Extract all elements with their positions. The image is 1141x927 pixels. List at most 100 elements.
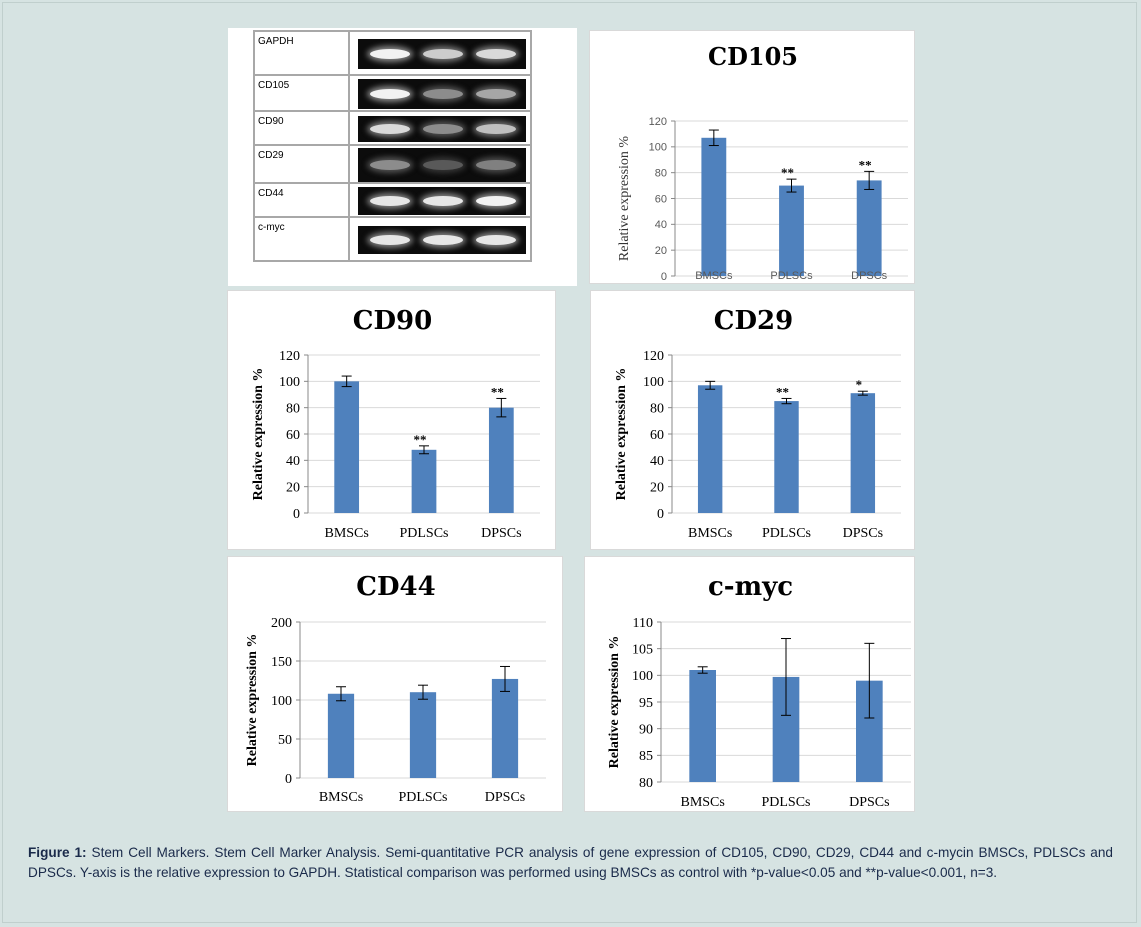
- gel-band-image: [358, 116, 526, 142]
- gel-band: [423, 49, 463, 59]
- gel-band: [370, 49, 410, 59]
- x-category-label: BMSCs: [324, 526, 368, 541]
- bar-bmscs: [327, 693, 355, 778]
- gel-band: [423, 124, 463, 134]
- y-tick-label: 0: [657, 507, 664, 522]
- chart-cd44-svg: CD44 0 50 100 150 200 Relative expression % BMS…: [245, 572, 546, 805]
- x-category-label: PDLSCs: [762, 526, 811, 541]
- x-category-label: PDLSCs: [770, 270, 813, 282]
- gel-band: [370, 235, 410, 245]
- chart-c-myc-svg: c-myc 80 85 90 95 100 105 110 Relative expressio…: [607, 572, 911, 810]
- gel-label: c-myc: [253, 216, 350, 262]
- y-tick-label: 0: [293, 507, 300, 522]
- gel-band: [476, 124, 516, 134]
- y-tick-label: 40: [655, 219, 667, 231]
- gel-band: [476, 196, 516, 206]
- chart-title: CD105: [708, 42, 798, 71]
- gel-row-cd105: CD105: [253, 74, 532, 112]
- gel-band: [370, 196, 410, 206]
- x-category-label: BMSCs: [680, 795, 724, 810]
- gel-lane-cell: [348, 74, 532, 112]
- gel-lane-cell: [348, 30, 532, 76]
- y-tick-label: 40: [286, 454, 300, 469]
- gel-band: [476, 235, 516, 245]
- bar-bmscs: [689, 670, 716, 782]
- chart-cd29: CD29 0 20 40 60 80 100 120 Relative expression %…: [590, 290, 915, 550]
- gel-band: [423, 160, 463, 170]
- x-category-label: DPSCs: [481, 526, 521, 541]
- x-category-label: PDLSCs: [761, 795, 810, 810]
- y-tick-label: 150: [271, 655, 292, 670]
- y-tick-label: 60: [650, 428, 664, 443]
- gel-row-c-myc: c-myc: [253, 216, 532, 262]
- gel-label: CD29: [253, 144, 350, 184]
- gel-row-cd90: CD90: [253, 110, 532, 146]
- y-tick-label: 20: [286, 481, 300, 496]
- chart-cd29-svg: CD29 0 20 40 60 80 100 120 Relative expression %…: [614, 306, 901, 541]
- gel-lane-cell: [348, 110, 532, 146]
- bar-dpscs: [491, 678, 519, 778]
- gel-band: [476, 160, 516, 170]
- y-tick-label: 60: [655, 193, 667, 205]
- chart-cd105-svg: CD105 0 20 40 60 80 100 120 Relative expression …: [617, 42, 908, 283]
- gel-band: [476, 49, 516, 59]
- y-tick-label: 0: [285, 772, 292, 787]
- y-tick-label: 105: [632, 643, 653, 658]
- y-tick-label: 80: [650, 402, 664, 417]
- chart-title: CD90: [353, 306, 432, 336]
- bar-pdlscs: [774, 401, 799, 513]
- gel-label: CD90: [253, 110, 350, 146]
- y-tick-label: 100: [649, 142, 667, 154]
- y-tick-label: 95: [639, 696, 653, 711]
- y-axis-label: Relative expression %: [245, 634, 260, 767]
- gel-table: GAPDH CD105 CD90 CD29 CD44 c-myc: [253, 30, 532, 262]
- gel-band-image: [358, 187, 526, 215]
- bar-pdlscs: [411, 449, 437, 513]
- gel-band: [370, 89, 410, 99]
- gel-lane-cell: [348, 216, 532, 262]
- chart-cd90-svg: CD90 0 20 40 60 80 100 120 Relative expression %…: [251, 306, 540, 541]
- gel-row-cd44: CD44: [253, 182, 532, 218]
- x-category-label: DPSCs: [843, 526, 883, 541]
- y-tick-label: 90: [639, 723, 653, 738]
- y-tick-label: 20: [655, 245, 667, 257]
- gel-band-image: [358, 226, 526, 254]
- gel-band: [423, 235, 463, 245]
- chart-c-myc: c-myc 80 85 90 95 100 105 110 Relative expressio…: [584, 556, 915, 812]
- y-tick-label: 80: [639, 776, 653, 791]
- x-category-label: BMSCs: [695, 270, 733, 282]
- y-tick-label: 100: [643, 375, 664, 390]
- bar-dpscs: [856, 180, 882, 276]
- gel-label: GAPDH: [253, 30, 350, 76]
- y-tick-label: 80: [286, 402, 300, 417]
- gel-label: CD44: [253, 182, 350, 218]
- significance-marker: **: [414, 432, 427, 447]
- bar-bmscs: [334, 381, 360, 513]
- bar-pdlscs: [779, 185, 804, 276]
- bar-dpscs: [850, 393, 876, 513]
- gel-image-panel: GAPDH CD105 CD90 CD29 CD44 c-myc: [228, 28, 577, 286]
- chart-cd44: CD44 0 50 100 150 200 Relative expression % BMS…: [227, 556, 563, 812]
- chart-title: CD29: [714, 306, 793, 336]
- x-category-label: DPSCs: [849, 795, 889, 810]
- bar-dpscs: [488, 407, 514, 513]
- significance-marker: **: [859, 157, 872, 172]
- y-tick-label: 110: [633, 616, 653, 631]
- y-tick-label: 120: [279, 349, 300, 364]
- gel-band: [423, 196, 463, 206]
- gel-lane-cell: [348, 182, 532, 218]
- gel-row-cd29: CD29: [253, 144, 532, 184]
- bar-pdlscs: [409, 692, 437, 778]
- gel-row-gapdh: GAPDH: [253, 30, 532, 76]
- y-tick-label: 120: [649, 116, 667, 128]
- significance-marker: *: [856, 377, 863, 392]
- chart-cd105: CD105 0 20 40 60 80 100 120 Relative expression …: [589, 30, 915, 284]
- y-tick-label: 85: [639, 749, 653, 764]
- chart-title: CD44: [356, 572, 435, 602]
- y-tick-label: 200: [271, 616, 292, 631]
- x-category-label: BMSCs: [319, 790, 363, 805]
- y-tick-label: 100: [271, 694, 292, 709]
- gel-band-image: [358, 148, 526, 182]
- y-axis-label: Relative expression %: [614, 368, 629, 501]
